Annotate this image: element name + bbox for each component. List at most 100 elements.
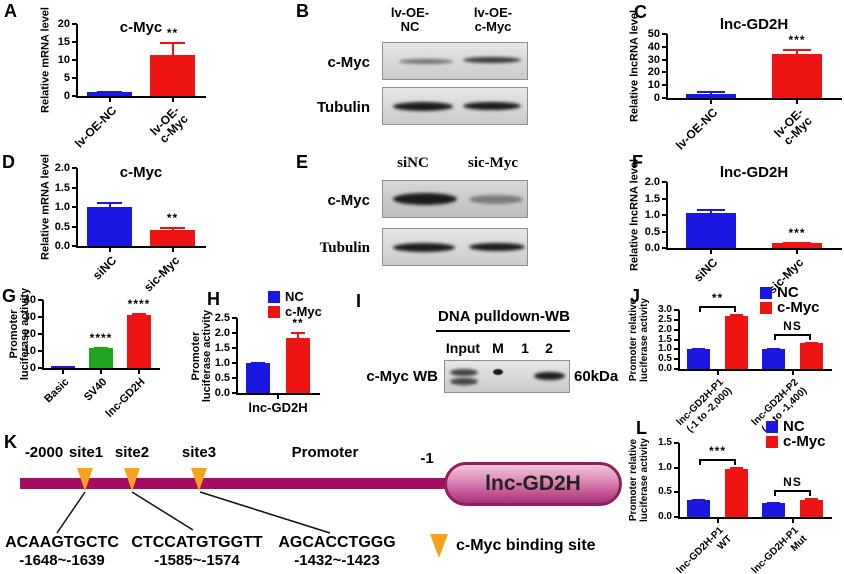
error-bar-cap — [783, 48, 811, 51]
y-tick-label: 15 — [57, 36, 70, 48]
significance-bracket — [698, 305, 737, 308]
y-tick-label: 5 — [63, 72, 70, 84]
wb-lane-label: siNC — [397, 155, 429, 171]
x-tick — [108, 98, 111, 102]
legend-swatch — [760, 286, 772, 299]
pulldown-lane-label: 2 — [545, 340, 553, 356]
y-tick-label: 1.5 — [644, 192, 660, 205]
panel-h-legend: NC c-Myc — [268, 290, 322, 318]
y-tick-label: 0.5 — [658, 486, 672, 498]
y-tick-label: 1.0 — [658, 461, 672, 473]
y-axis — [678, 310, 680, 371]
panel-h-chart: Promoter luciferase activity 2.5 2.0 1.5 1.0… — [162, 288, 320, 430]
bar — [799, 499, 823, 517]
panel-a-chart: Relative mRNA level c-Myc 20 15 10 5 0 lv-OE-NC… — [0, 0, 212, 150]
y-tick-label: 30 — [23, 311, 36, 323]
error-bar — [297, 332, 299, 339]
y-tick — [72, 186, 77, 189]
group-label: lnc-GD2H-P1 WT — [674, 525, 734, 574]
significance-marker: *** — [788, 226, 806, 241]
significance-marker: **** — [127, 297, 151, 312]
connector-lines — [56, 491, 331, 534]
y-tick — [72, 206, 77, 208]
bar-siNC — [87, 207, 132, 246]
y-tick-label: 2.0 — [658, 323, 672, 335]
bar-sic-Myc — [772, 243, 822, 248]
y-tick — [662, 181, 667, 183]
y-tick-label: 20 — [23, 328, 36, 340]
wb-band — [450, 378, 478, 385]
bracket-end — [773, 334, 776, 341]
y-tick-label: 20 — [647, 66, 660, 79]
error-bar-cap — [291, 332, 305, 335]
y-tick — [38, 316, 43, 318]
y-tick — [674, 516, 679, 518]
bar-lnc-GD2H — [127, 315, 151, 368]
promoter-label: Promoter — [291, 444, 359, 461]
significance-bracket — [773, 490, 812, 493]
significance-bracket — [698, 458, 737, 461]
binding-site-triangle-1 — [77, 468, 93, 491]
chart-title: lnc-GD2H — [719, 164, 789, 181]
chart-title: lnc-GD2H — [719, 16, 789, 33]
wb-band — [463, 57, 521, 63]
y-tick — [674, 358, 679, 361]
promoter-bar — [20, 478, 448, 489]
gene-name: lnc-GD2H — [485, 472, 581, 495]
group-label: lnc-GD2H-P1 Mut — [749, 525, 809, 574]
wb-band — [469, 243, 525, 251]
wb-membrane — [444, 360, 570, 393]
significance-marker: ** — [166, 211, 179, 226]
bracket-end — [698, 458, 701, 465]
x-axis — [678, 517, 832, 519]
x-tick — [791, 519, 794, 523]
panel-label-i: I — [356, 291, 362, 311]
x-tick — [171, 248, 174, 252]
error-bar — [108, 201, 111, 207]
bracket-end — [773, 490, 776, 497]
wb-row-label: Tubulin — [316, 99, 370, 116]
error-bar-cap — [697, 91, 725, 94]
y-axis — [76, 168, 78, 248]
panel-d-chart: Relative mRNA level c-Myc 2.0 1.5 1.0 0.5 0.0 s… — [0, 148, 212, 294]
legend-swatch — [766, 435, 778, 448]
pulldown-lane-label: M — [492, 340, 504, 356]
bar — [687, 500, 711, 517]
y-tick — [72, 41, 77, 43]
y-axis — [666, 34, 668, 100]
y-axis — [42, 300, 44, 370]
legend-item: c-Myc — [760, 300, 820, 315]
error-bar-cap — [132, 313, 146, 316]
y-tick-label: 10 — [57, 54, 70, 66]
panel-label-e: E — [296, 152, 309, 172]
panel-label-g: G — [2, 286, 17, 306]
wb-membrane — [382, 42, 528, 80]
y-axis — [678, 443, 680, 519]
bracket-end — [734, 305, 737, 312]
y-tick — [662, 197, 667, 200]
y-tick-label: 1.0 — [214, 357, 230, 369]
error-bar — [171, 42, 174, 55]
y-tick — [72, 23, 77, 25]
wb-row-label: Tubulin — [319, 240, 370, 256]
y-tick-label: 3.0 — [658, 304, 672, 315]
wb-marker-band — [493, 369, 503, 375]
panel-c-chart: Relative lncRNA level lnc-GD2H 50 40 30 20 10 0… — [610, 0, 844, 152]
significance-marker: ** — [292, 316, 304, 331]
significance-marker: *** — [708, 443, 726, 458]
y-tick-label: 0.0 — [54, 240, 70, 252]
bar-siNC — [686, 212, 736, 248]
y-tick-label: 2.5 — [214, 312, 230, 324]
chart-title: c-Myc — [119, 164, 163, 181]
legend-item: NC — [760, 285, 820, 300]
error-bar-cap — [97, 90, 122, 93]
site1-sequence: ACAAGTGCTC — [5, 534, 119, 551]
error-bar-cap — [692, 498, 706, 501]
panel-label-f: F — [632, 152, 643, 172]
legend-label: NC — [285, 289, 304, 304]
panel-j-legend: NC c-Myc — [760, 285, 820, 315]
legend-swatch — [766, 420, 778, 433]
bar — [687, 349, 711, 369]
significance-marker: NS — [783, 319, 802, 334]
error-bar-cap — [692, 347, 706, 350]
